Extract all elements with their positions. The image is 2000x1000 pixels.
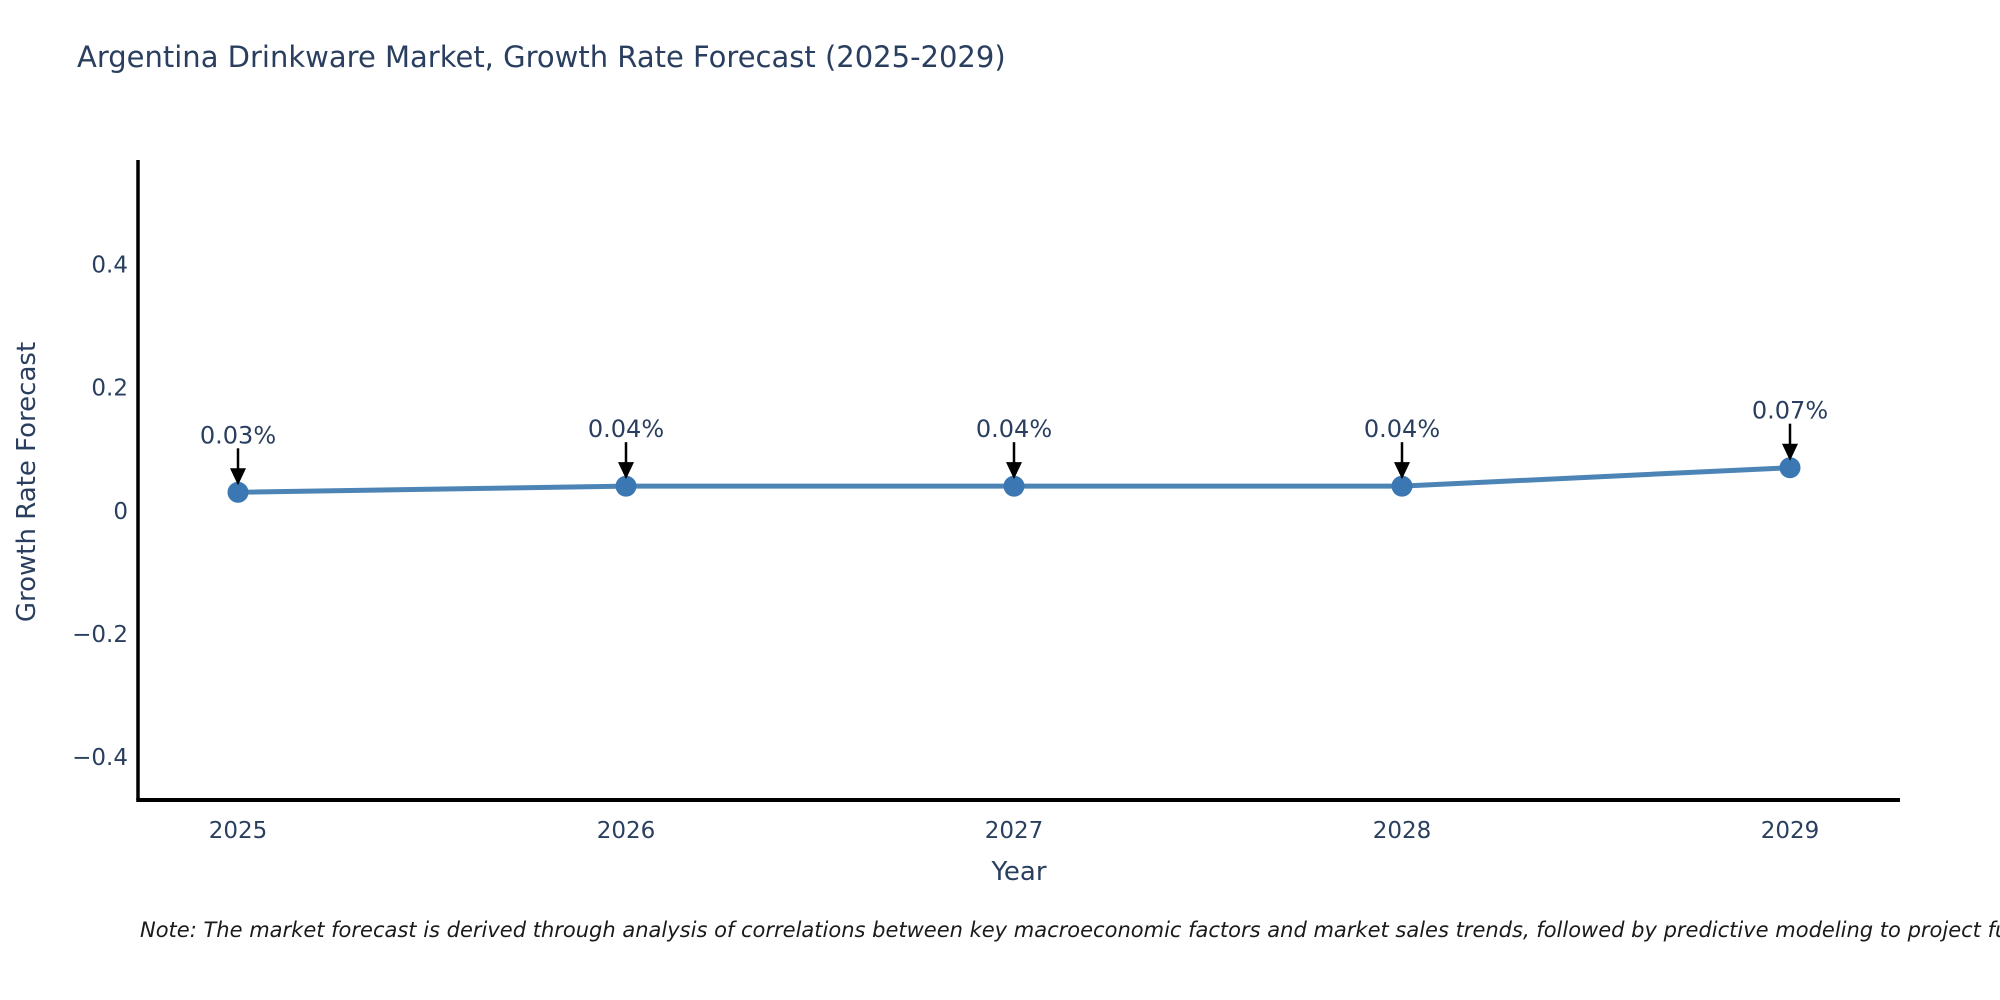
- annotation-arrowhead: [1782, 443, 1798, 461]
- y-tick-label: 0: [113, 499, 128, 525]
- x-tick-label: 2028: [1373, 818, 1432, 844]
- x-tick-label: 2026: [597, 818, 656, 844]
- y-tick-label: 0.4: [91, 253, 128, 279]
- annotation-arrowhead: [1394, 462, 1410, 480]
- x-tick-label: 2029: [1761, 818, 1820, 844]
- chart-title: Argentina Drinkware Market, Growth Rate …: [77, 40, 1006, 74]
- data-point-marker: [227, 481, 249, 503]
- x-axis-title: Year: [991, 857, 1047, 887]
- point-value-annotation: 0.03%: [200, 421, 276, 449]
- data-point-marker: [1779, 457, 1801, 479]
- point-value-annotation: 0.07%: [1752, 397, 1828, 425]
- y-tick-label: −0.2: [72, 622, 128, 648]
- point-value-annotation: 0.04%: [1364, 415, 1440, 443]
- annotation-arrowhead: [618, 462, 634, 480]
- footnote: Note: The market forecast is derived thr…: [140, 918, 2000, 942]
- x-tick-label: 2025: [209, 818, 268, 844]
- point-value-annotation: 0.04%: [976, 415, 1052, 443]
- data-point-marker: [1003, 475, 1025, 497]
- annotation-arrowhead: [230, 468, 246, 486]
- y-tick-label: −0.4: [72, 745, 128, 771]
- y-tick-label: 0.2: [91, 376, 128, 402]
- data-point-marker: [615, 475, 637, 497]
- point-value-annotation: 0.04%: [588, 415, 664, 443]
- x-tick-label: 2027: [985, 818, 1044, 844]
- data-point-marker: [1391, 475, 1413, 497]
- annotation-arrowhead: [1006, 462, 1022, 480]
